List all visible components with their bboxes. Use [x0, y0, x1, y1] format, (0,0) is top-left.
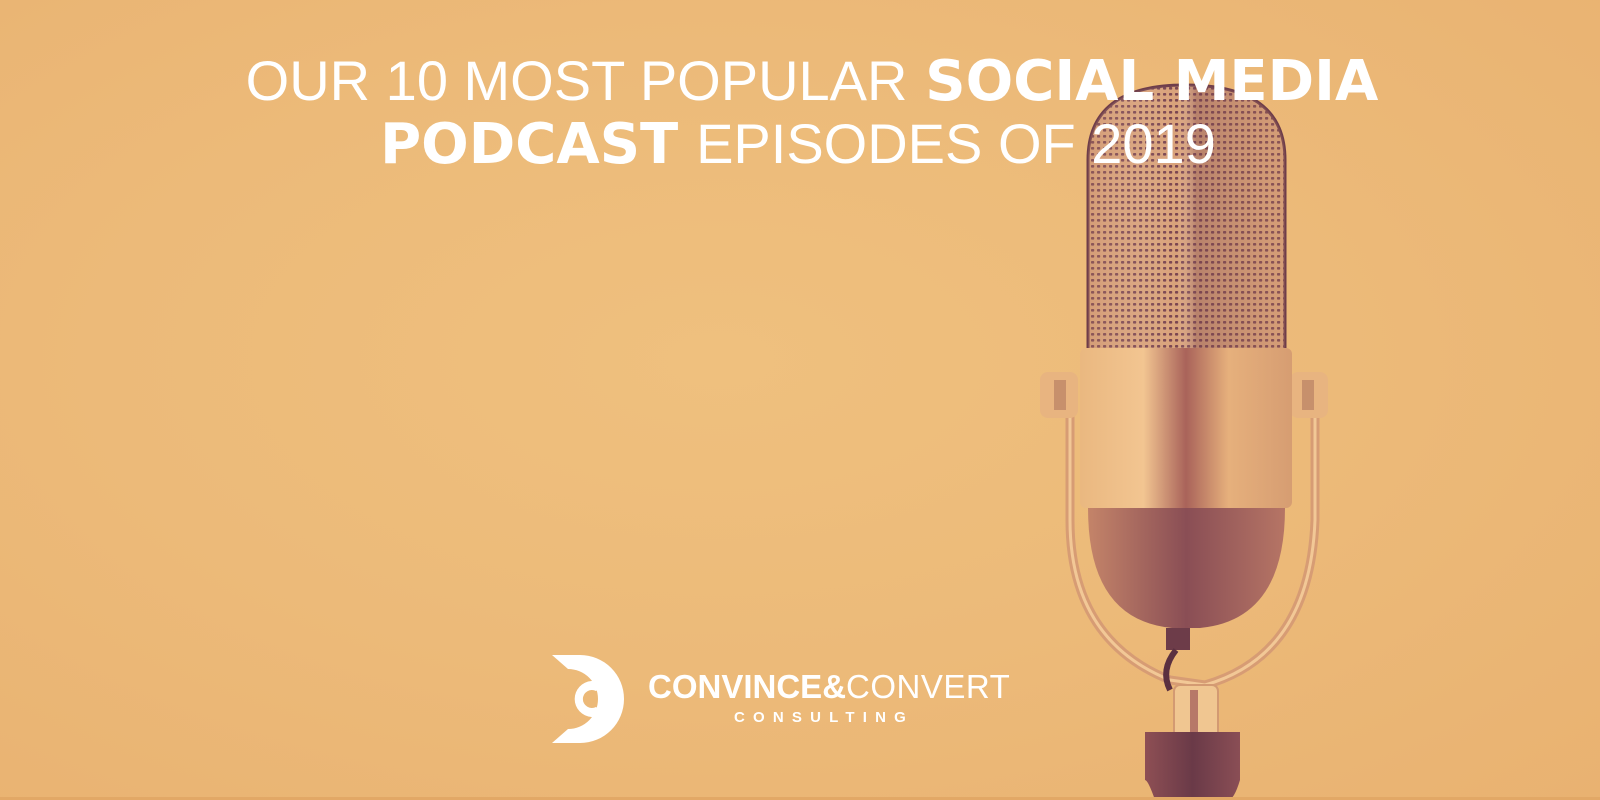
headline-line-1: OUR 10 MOST POPULAR SOCIAL MEDIA	[24, 50, 1600, 113]
brand-name-regular: CONVERT	[846, 668, 1011, 705]
headline-bold-1: SOCIAL MEDIA	[925, 49, 1379, 114]
brand-logo: CONVINCE&CONVERT CONSULTING	[552, 655, 1052, 743]
headline-bold-2: PODCAST	[380, 112, 679, 177]
brand-tagline: CONSULTING	[734, 709, 915, 726]
brand-ampersand: &	[822, 668, 847, 705]
microphone-image	[1030, 80, 1360, 800]
headline: OUR 10 MOST POPULAR SOCIAL MEDIA PODCAST…	[0, 50, 1600, 176]
c-letter-logo-icon	[552, 655, 624, 743]
bottom-edge	[0, 797, 1600, 800]
microphone-icon	[1040, 83, 1328, 800]
brand-name: CONVINCE&CONVERT	[648, 669, 1010, 705]
headline-line-2: PODCAST EPISODES OF 2019	[0, 113, 1600, 176]
headline-regular-2: EPISODES OF 2019	[696, 112, 1216, 175]
brand-name-bold: CONVINCE	[648, 668, 823, 705]
headline-regular-1: OUR 10 MOST POPULAR	[245, 49, 908, 112]
